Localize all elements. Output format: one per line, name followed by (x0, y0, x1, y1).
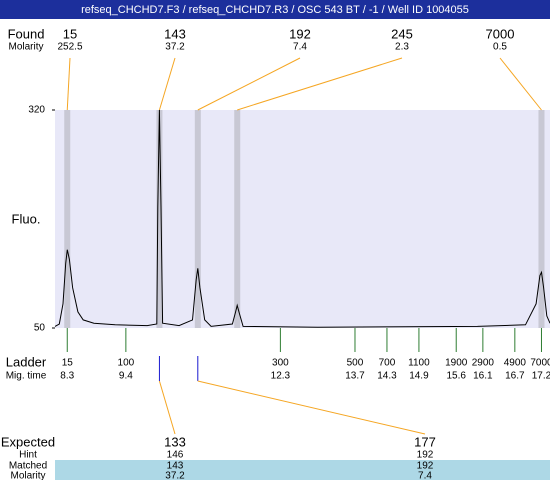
ladder-time: 14.3 (377, 371, 397, 382)
peak-band (538, 110, 545, 328)
trace (54, 109, 550, 328)
y-axis-label: Fluo. (12, 211, 41, 226)
expected-row-label: Molarity (10, 471, 45, 480)
ladder-size: 300 (272, 358, 289, 369)
hint-size: 146 (167, 450, 184, 461)
peak-band (194, 110, 201, 328)
peak-band (64, 110, 71, 328)
peak-connector (66, 57, 71, 111)
peak-band (234, 110, 241, 328)
peak-connector (197, 57, 301, 111)
found-molarity: 2.3 (395, 42, 409, 53)
found-size: 7000 (486, 26, 515, 41)
header-bar (0, 0, 550, 19)
peak-connector (158, 57, 176, 111)
found-molarity: 37.2 (165, 42, 185, 53)
ladder-time: 12.3 (271, 371, 291, 382)
peak-connector (237, 57, 403, 111)
matched-molarity: 7.4 (418, 471, 432, 480)
peak-band (156, 110, 163, 328)
expected-size: 133 (164, 434, 186, 449)
ladder-time: 8.3 (60, 371, 74, 382)
found-size: 245 (391, 26, 413, 41)
found-molarity: 7.4 (293, 42, 307, 53)
ladder-time: 9.4 (119, 371, 133, 382)
found-label: Found (8, 26, 45, 41)
peak-connector (499, 57, 542, 111)
found-molarity: 0.5 (493, 42, 507, 53)
ladder-time: 16.7 (505, 371, 525, 382)
ladder-size: 700 (379, 358, 396, 369)
ladder-size: 7000 (530, 358, 550, 369)
ladder-size: 1100 (408, 358, 430, 369)
ladder-size: 15 (62, 358, 74, 369)
ladder-time: 14.9 (409, 371, 429, 382)
y-tick-label: 320 (28, 105, 45, 116)
ladder-time: 15.6 (446, 371, 466, 382)
found-size: 143 (164, 26, 186, 41)
ladder-size: 1900 (445, 358, 468, 369)
mig-time-label: Mig. time (6, 371, 47, 382)
ladder-time: 17.2 (532, 371, 550, 382)
matched-size: 143 (167, 461, 184, 472)
ladder-size: 100 (118, 358, 135, 369)
expected-row-label: Matched (9, 461, 47, 472)
matched-size: 192 (417, 461, 434, 472)
ladder-time: 16.1 (473, 371, 493, 382)
hint-size: 192 (417, 450, 434, 461)
plot-area (55, 110, 550, 328)
expected-row-label: Expected (1, 434, 55, 449)
match-connector (197, 380, 426, 435)
ladder-label: Ladder (6, 354, 47, 369)
molarity-label: Molarity (8, 42, 43, 53)
header-title: refseq_CHCHD7.F3 / refseq_CHCHD7.R3 / OS… (81, 4, 469, 16)
ladder-size: 2900 (472, 358, 495, 369)
ladder-time: 13.7 (345, 371, 365, 382)
ladder-size: 500 (347, 358, 364, 369)
matched-band (55, 460, 550, 480)
match-connector (158, 380, 176, 435)
expected-row-label: Hint (19, 450, 37, 461)
found-molarity: 252.5 (57, 42, 82, 53)
found-size: 15 (63, 26, 77, 41)
y-tick-label: 50 (34, 323, 46, 334)
found-size: 192 (289, 26, 311, 41)
expected-size: 177 (414, 434, 436, 449)
matched-molarity: 37.2 (165, 471, 185, 480)
ladder-size: 4900 (504, 358, 527, 369)
